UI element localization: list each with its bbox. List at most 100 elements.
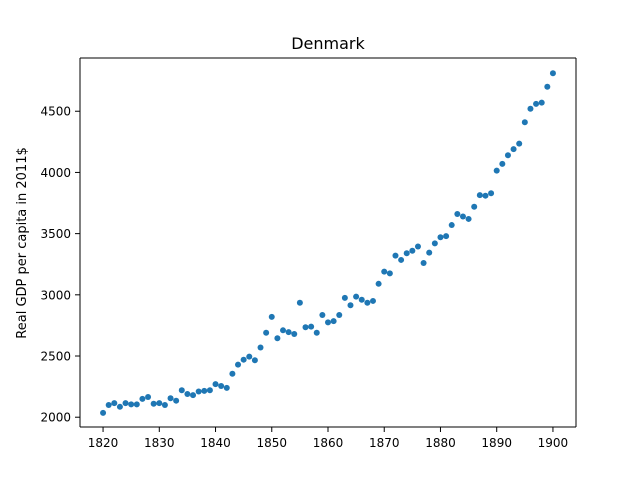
data-point	[111, 400, 118, 407]
x-tick-label: 1830	[144, 436, 175, 450]
data-point	[223, 384, 230, 391]
data-point	[100, 409, 107, 416]
data-point	[122, 400, 129, 407]
data-point	[409, 247, 416, 254]
data-point	[212, 381, 219, 388]
x-tick-label: 1890	[481, 436, 512, 450]
data-point	[285, 329, 292, 336]
data-point	[358, 296, 365, 303]
data-point	[549, 70, 556, 77]
data-point	[533, 100, 540, 107]
data-point	[190, 392, 197, 399]
data-point	[319, 312, 326, 319]
data-point	[504, 152, 511, 159]
data-point	[229, 370, 236, 377]
data-point	[341, 294, 348, 301]
data-point	[235, 361, 242, 368]
data-point	[476, 192, 483, 199]
data-point	[420, 260, 427, 266]
data-point	[437, 234, 444, 241]
data-point	[218, 383, 225, 389]
y-tick-label: 3500	[40, 227, 71, 241]
data-point	[268, 313, 275, 320]
y-axis-label: Real GDP per capita in 2011$	[15, 147, 30, 338]
data-point	[133, 401, 140, 408]
data-point	[431, 240, 438, 247]
data-point	[510, 146, 517, 153]
data-point	[325, 319, 331, 326]
chart-title: Denmark	[291, 34, 365, 53]
data-point	[544, 83, 551, 90]
data-point	[347, 302, 354, 309]
x-tick-label: 1880	[425, 436, 456, 450]
data-point	[156, 400, 163, 407]
data-point	[178, 387, 185, 394]
data-point	[488, 190, 495, 197]
data-point	[336, 312, 343, 319]
x-tick-label: 1820	[88, 436, 119, 450]
data-point	[173, 397, 180, 404]
data-point	[448, 222, 455, 229]
data-point	[330, 318, 337, 325]
data-point	[459, 213, 466, 220]
data-point	[471, 203, 478, 210]
data-point	[386, 270, 393, 277]
data-point	[527, 105, 534, 112]
data-point	[414, 243, 421, 250]
y-tick-label: 2500	[40, 350, 71, 364]
plot-area: 1820 1830 1840 1850 1860 1870 1880 1890 1900 2000…	[40, 57, 577, 450]
data-point	[369, 297, 376, 304]
data-point	[398, 256, 405, 263]
data-point	[105, 401, 112, 408]
data-point	[246, 353, 253, 360]
data-point	[302, 324, 309, 331]
data-point	[291, 330, 298, 337]
data-point	[139, 395, 146, 402]
data-point	[426, 249, 433, 256]
data-point	[280, 327, 287, 334]
data-point	[308, 323, 315, 330]
data-point	[296, 299, 303, 306]
data-point	[150, 400, 157, 407]
data-point	[128, 401, 135, 408]
data-point	[521, 119, 528, 126]
data-point	[184, 390, 191, 397]
data-point	[403, 250, 410, 257]
data-point	[482, 192, 489, 199]
data-point	[263, 329, 270, 336]
data-point	[465, 215, 472, 222]
y-tick-label: 4000	[40, 166, 71, 180]
data-point	[274, 335, 281, 342]
data-point	[313, 329, 320, 336]
data-point	[381, 268, 388, 275]
data-point	[116, 403, 123, 410]
data-point	[145, 394, 152, 401]
data-point	[167, 395, 174, 402]
data-point	[443, 233, 450, 240]
data-point	[353, 293, 360, 300]
data-point	[195, 388, 202, 395]
data-point	[454, 211, 461, 218]
data-point	[201, 387, 208, 394]
data-point	[364, 299, 371, 306]
y-tick-label: 4500	[40, 105, 71, 119]
data-point	[493, 167, 500, 174]
y-tick-label: 2000	[40, 411, 71, 425]
x-tick-label: 1840	[200, 436, 231, 450]
x-tick-label: 1870	[369, 436, 400, 450]
data-point	[240, 356, 247, 363]
x-tick-label: 1850	[256, 436, 287, 450]
data-point	[516, 140, 523, 147]
x-tick-label: 1860	[313, 436, 344, 450]
data-point	[375, 280, 382, 287]
data-point	[499, 160, 506, 167]
y-tick-label: 3000	[40, 288, 71, 302]
data-point	[251, 357, 258, 364]
x-tick-label: 1900	[538, 436, 569, 450]
data-point	[392, 252, 399, 259]
data-point	[538, 99, 545, 106]
data-point	[206, 387, 213, 394]
